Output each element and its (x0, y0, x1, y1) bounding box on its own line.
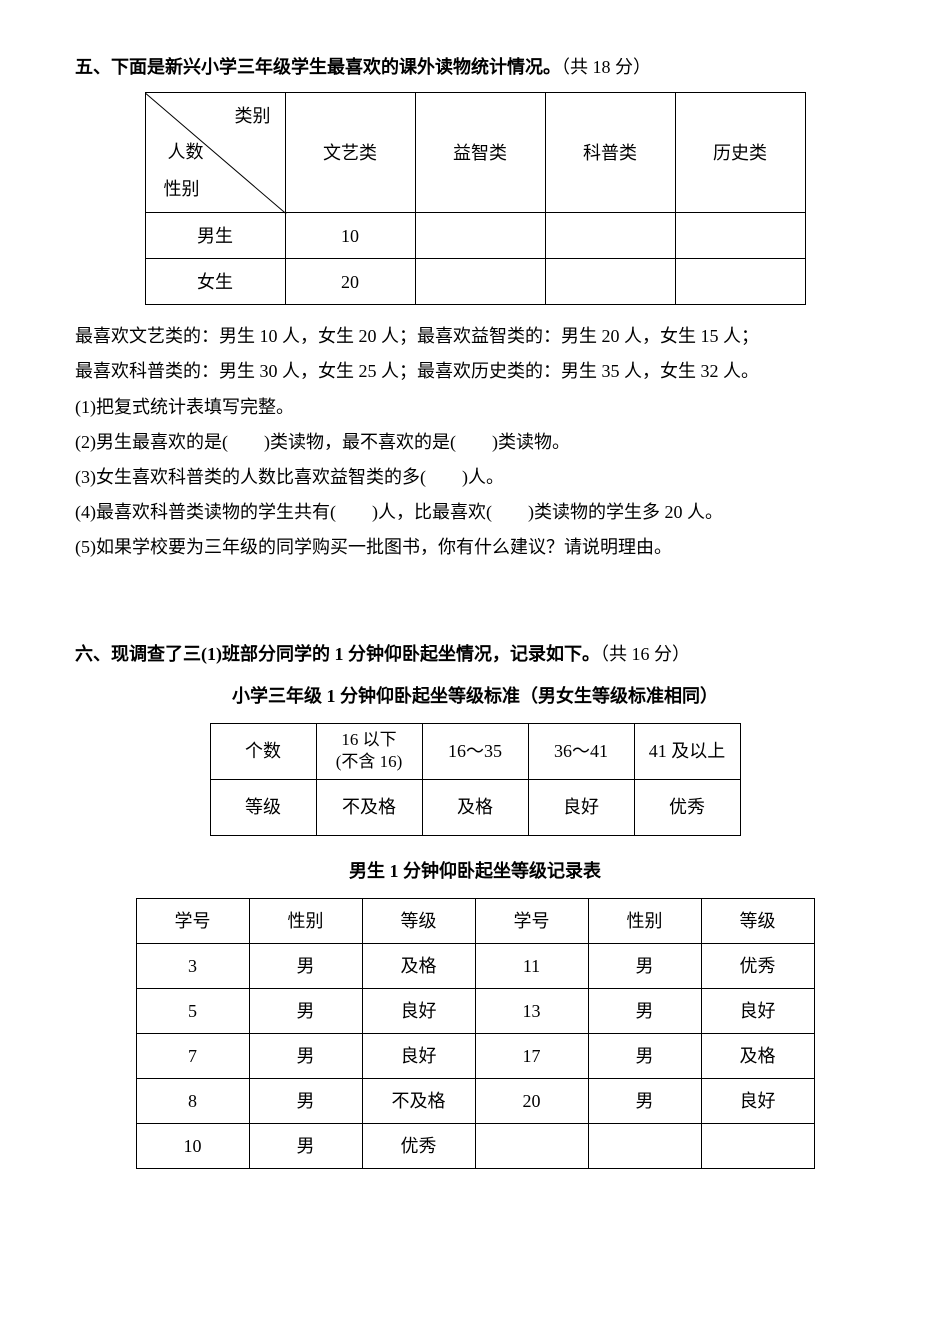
t2-row-label: 等级 (210, 779, 316, 835)
t3-cell: 5 (136, 989, 249, 1034)
t3-cell: 男 (249, 1034, 362, 1079)
t3-header: 学号 (136, 899, 249, 944)
t3-cell: 3 (136, 944, 249, 989)
t1-cell (545, 213, 675, 259)
t1-cell (675, 259, 805, 305)
t3-cell (588, 1124, 701, 1169)
situp-standard-table: 个数 16 以下 (不含 16) 16～35 36～41 41 及以上 等级 不… (210, 723, 741, 836)
body-line: 最喜欢文艺类的：男生 10 人，女生 20 人；最喜欢益智类的：男生 20 人，… (75, 319, 875, 353)
t1-cell (675, 213, 805, 259)
t2-cell: 16～35 (422, 723, 528, 779)
t2-cell: 16 以下 (不含 16) (316, 723, 422, 779)
t3-cell: 男 (588, 1079, 701, 1124)
t3-cell: 优秀 (362, 1124, 475, 1169)
t2-cell: 36～41 (528, 723, 634, 779)
t3-cell: 10 (136, 1124, 249, 1169)
t1-cell (415, 259, 545, 305)
t2-cell: 良好 (528, 779, 634, 835)
section-5-title-text: 五、下面是新兴小学三年级学生最喜欢的课外读物统计情况。 (75, 57, 561, 77)
t3-cell: 男 (249, 1124, 362, 1169)
t3-cell (701, 1124, 814, 1169)
t1-col-header: 历史类 (675, 93, 805, 213)
reading-stats-table: 类别 人数 性别 文艺类 益智类 科普类 历史类 男生 10 女生 20 (145, 92, 806, 305)
t3-cell: 男 (249, 944, 362, 989)
section-5: 五、下面是新兴小学三年级学生最喜欢的课外读物统计情况。（共 18 分） 类别 人… (75, 50, 875, 565)
t2-cell: 不及格 (316, 779, 422, 835)
t1-col-header: 科普类 (545, 93, 675, 213)
t3-cell: 优秀 (701, 944, 814, 989)
t3-cell: 17 (475, 1034, 588, 1079)
t3-cell: 8 (136, 1079, 249, 1124)
t3-cell: 良好 (362, 989, 475, 1034)
t1-diag-header: 类别 人数 性别 (145, 93, 285, 213)
section-6-subtitle-1: 小学三年级 1 分钟仰卧起坐等级标准（男女生等级标准相同） (75, 679, 875, 713)
t2-cell: 及格 (422, 779, 528, 835)
diag-label-gender: 性别 (164, 172, 200, 206)
t3-cell: 7 (136, 1034, 249, 1079)
t3-cell: 良好 (701, 989, 814, 1034)
t3-header: 等级 (362, 899, 475, 944)
t3-cell: 男 (249, 1079, 362, 1124)
section-6: 六、现调查了三(1)班部分同学的 1 分钟仰卧起坐情况，记录如下。（共 16 分… (75, 637, 875, 1170)
body-line: 最喜欢科普类的：男生 30 人，女生 25 人；最喜欢历史类的：男生 35 人，… (75, 354, 875, 388)
t3-cell: 良好 (701, 1079, 814, 1124)
t3-cell: 13 (475, 989, 588, 1034)
t3-cell: 11 (475, 944, 588, 989)
body-line: (2)男生最喜欢的是( )类读物，最不喜欢的是( )类读物。 (75, 425, 875, 459)
t3-cell: 及格 (701, 1034, 814, 1079)
t3-cell: 男 (588, 944, 701, 989)
t1-col-header: 益智类 (415, 93, 545, 213)
t2-row-label: 个数 (210, 723, 316, 779)
section-5-title: 五、下面是新兴小学三年级学生最喜欢的课外读物统计情况。（共 18 分） (75, 50, 875, 84)
boys-situp-record-table: 学号 性别 等级 学号 性别 等级 3 男 及格 11 男 优秀 5 男 良好 … (136, 898, 815, 1169)
t3-header: 等级 (701, 899, 814, 944)
t3-cell: 男 (249, 989, 362, 1034)
t2-cell: 41 及以上 (634, 723, 740, 779)
section-6-points: （共 16 分） (600, 644, 690, 664)
t3-cell: 20 (475, 1079, 588, 1124)
body-line: (1)把复式统计表填写完整。 (75, 390, 875, 424)
t1-cell: 10 (285, 213, 415, 259)
t3-cell: 男 (588, 989, 701, 1034)
section-5-points: （共 18 分） (561, 57, 651, 77)
section-6-title-text: 六、现调查了三(1)班部分同学的 1 分钟仰卧起坐情况，记录如下。 (75, 644, 600, 664)
t3-cell: 及格 (362, 944, 475, 989)
section-5-body: 最喜欢文艺类的：男生 10 人，女生 20 人；最喜欢益智类的：男生 20 人，… (75, 319, 875, 564)
t1-cell (545, 259, 675, 305)
t1-cell (415, 213, 545, 259)
body-line: (3)女生喜欢科普类的人数比喜欢益智类的多( )人。 (75, 460, 875, 494)
t3-header: 性别 (249, 899, 362, 944)
t3-header: 性别 (588, 899, 701, 944)
t2-cell-text: 16 以下 (不含 16) (317, 729, 422, 773)
t1-cell: 20 (285, 259, 415, 305)
t3-cell: 良好 (362, 1034, 475, 1079)
section-6-subtitle-2: 男生 1 分钟仰卧起坐等级记录表 (75, 854, 875, 888)
t2-cell: 优秀 (634, 779, 740, 835)
t3-cell: 男 (588, 1034, 701, 1079)
diag-label-count: 人数 (168, 135, 204, 169)
section-6-title: 六、现调查了三(1)班部分同学的 1 分钟仰卧起坐情况，记录如下。（共 16 分… (75, 637, 875, 671)
t3-cell: 不及格 (362, 1079, 475, 1124)
t1-row-label: 男生 (145, 213, 285, 259)
t3-cell (475, 1124, 588, 1169)
t1-row-label: 女生 (145, 259, 285, 305)
diag-label-category: 类别 (235, 99, 271, 133)
body-line: (5)如果学校要为三年级的同学购买一批图书，你有什么建议？请说明理由。 (75, 530, 875, 564)
body-line: (4)最喜欢科普类读物的学生共有( )人，比最喜欢( )类读物的学生多 20 人… (75, 495, 875, 529)
t3-header: 学号 (475, 899, 588, 944)
t1-col-header: 文艺类 (285, 93, 415, 213)
